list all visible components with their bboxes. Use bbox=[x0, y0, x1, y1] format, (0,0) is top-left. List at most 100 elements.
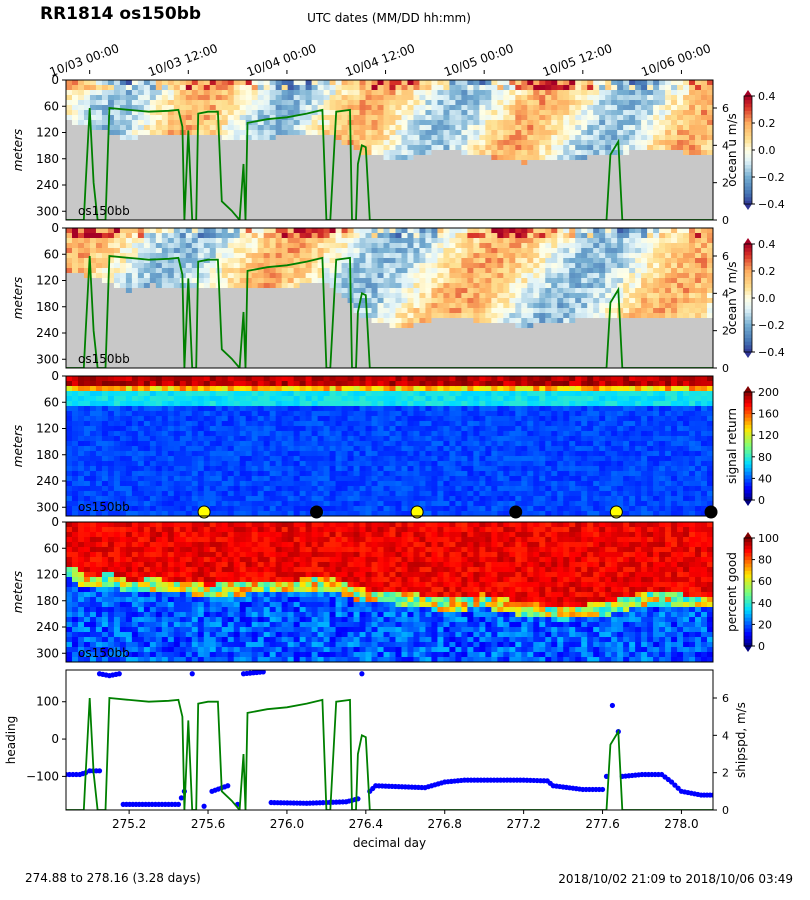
colorbar-step bbox=[744, 326, 752, 331]
y-tick-label-3-0: 0 bbox=[51, 515, 59, 529]
right-tick-label-1-0: 6 bbox=[722, 250, 729, 263]
colorbar-step bbox=[744, 599, 752, 604]
colorbar-tick-label-0-1: 0.2 bbox=[758, 117, 776, 130]
colorbar-step bbox=[744, 132, 752, 137]
y-tick-label-1-1: 60 bbox=[44, 247, 59, 261]
y-tick-label-0-5: 300 bbox=[36, 204, 59, 218]
colorbar-step bbox=[744, 305, 752, 310]
colorbar-step bbox=[744, 538, 752, 543]
ship-speed-line bbox=[66, 697, 713, 810]
colorbar-tick-label-1-3: −0.2 bbox=[758, 319, 785, 332]
colorbar-step bbox=[744, 308, 752, 313]
colorbar-tick-label-1-1: 0.2 bbox=[758, 265, 776, 278]
colorbar-step bbox=[744, 160, 752, 165]
y-tick-label-1-0: 0 bbox=[51, 221, 59, 235]
colorbar-step bbox=[744, 406, 752, 411]
y-tick-label-0-3: 180 bbox=[36, 152, 59, 166]
colorbar-step bbox=[744, 316, 752, 321]
right-tick-label-1-3: 0 bbox=[722, 362, 729, 375]
colorbar-tick-label-3-1: 80 bbox=[758, 554, 772, 567]
colorbar-step bbox=[744, 420, 752, 425]
colorbar-step bbox=[744, 628, 752, 633]
colorbar-tick-label-1-4: −0.4 bbox=[758, 346, 785, 359]
colorbar-step bbox=[744, 570, 752, 575]
station-dot-5 bbox=[704, 505, 718, 519]
colorbar-step bbox=[744, 312, 752, 317]
colorbar-tick-label-3-5: 0 bbox=[758, 640, 765, 653]
colorbar-tick-label-0-0: 0.4 bbox=[758, 90, 776, 103]
colorbar-extend-bottom bbox=[744, 204, 752, 210]
heading-point bbox=[116, 671, 122, 677]
footer-range-text: 274.88 to 278.16 (3.28 days) bbox=[25, 871, 201, 885]
colorbar-step bbox=[744, 262, 752, 267]
y-tick-label-1-3: 180 bbox=[36, 300, 59, 314]
top-tick-label-5: 10/05 12:00 bbox=[541, 41, 614, 79]
panel-ocean-v: 6 4 2 0 0 60 120 180 240 300 meters os150bb 0.4 0.2 0.… bbox=[11, 221, 785, 375]
colorbar-step bbox=[744, 117, 752, 122]
colorbar-step bbox=[744, 392, 752, 397]
y-tick-label-2-0: 0 bbox=[51, 369, 59, 383]
colorbar-step bbox=[744, 344, 752, 349]
colorbar-step bbox=[744, 602, 752, 607]
colorbar-step bbox=[744, 298, 752, 303]
colorbar-tick-label-0-2: 0.0 bbox=[758, 144, 776, 157]
colorbar-label-3: percent good bbox=[725, 552, 739, 632]
colorbar-step bbox=[744, 574, 752, 579]
y-tick-label-0-2: 120 bbox=[36, 126, 59, 140]
colorbar-step bbox=[744, 613, 752, 618]
colorbar-step bbox=[744, 453, 752, 458]
y-tick-label-2-1: 60 bbox=[44, 395, 59, 409]
right-tick-label-4-2: 2 bbox=[722, 767, 729, 780]
colorbar-step bbox=[744, 563, 752, 568]
y-tick-label-0-0: 0 bbox=[51, 73, 59, 87]
colorbar-step bbox=[744, 99, 752, 104]
colorbar-tick-label-0-4: −0.4 bbox=[758, 198, 785, 211]
colorbar-step bbox=[744, 635, 752, 640]
x-axis-label: decimal day bbox=[353, 836, 426, 850]
y-tick-label-3-1: 60 bbox=[44, 541, 59, 555]
y-axis-label-0: meters bbox=[11, 129, 25, 171]
colorbar-label-0: ocean u m/s bbox=[725, 113, 739, 187]
colorbar-step bbox=[744, 287, 752, 292]
colorbar-step bbox=[744, 592, 752, 597]
colorbar-step bbox=[744, 168, 752, 173]
heading-point bbox=[710, 792, 713, 798]
colorbar-step bbox=[744, 478, 752, 483]
colorbar-step bbox=[744, 438, 752, 443]
figure-title: RR1814 os150bb bbox=[40, 4, 201, 24]
colorbar-step bbox=[744, 280, 752, 285]
colorbar-step bbox=[744, 110, 752, 115]
colorbar-step bbox=[744, 402, 752, 407]
panel-ocean-u: 6 4 2 0 0 60 120 180 240 300 meters os150bb 0.4 0.2 0.… bbox=[11, 73, 785, 227]
colorbar-frame bbox=[743, 391, 753, 501]
heading-point bbox=[675, 785, 681, 791]
colorbar-step bbox=[744, 290, 752, 295]
inset-label-3: os150bb bbox=[78, 646, 130, 660]
heading-axis-label: heading bbox=[4, 716, 18, 765]
top-date-ticks: 10/03 00:00 10/03 12:00 10/04 00:00 10/04 1… bbox=[48, 41, 713, 79]
colorbar-step bbox=[744, 146, 752, 151]
colorbar-step bbox=[744, 428, 752, 433]
right-tick-label-1-2: 2 bbox=[722, 325, 729, 338]
colorbar-step bbox=[744, 337, 752, 342]
colorbar-step bbox=[744, 482, 752, 487]
colorbar-step bbox=[744, 566, 752, 571]
y-tick-label-1-2: 120 bbox=[36, 274, 59, 288]
colorbar-step bbox=[744, 142, 752, 147]
colorbar-step bbox=[744, 135, 752, 140]
right-tick-label-0-1: 4 bbox=[722, 139, 729, 152]
colorbar-step bbox=[744, 417, 752, 422]
colorbar-step bbox=[744, 301, 752, 306]
colorbar-step bbox=[744, 124, 752, 129]
colorbar-step bbox=[744, 186, 752, 191]
top-tick-label-3: 10/04 12:00 bbox=[344, 41, 417, 79]
y-tick-label-1-4: 240 bbox=[36, 326, 59, 340]
footer-time-text: 2018/10/02 21:09 to 2018/10/06 03:49 bbox=[558, 872, 793, 886]
colorbar-extend-top bbox=[744, 532, 752, 538]
plot-frame bbox=[65, 79, 714, 221]
colorbar-step bbox=[744, 471, 752, 476]
colorbar-step bbox=[744, 545, 752, 550]
x-tick-label-4: 276.8 bbox=[428, 817, 462, 831]
colorbar-step bbox=[744, 492, 752, 497]
colorbar-tick-label-2-4: 40 bbox=[758, 472, 772, 485]
